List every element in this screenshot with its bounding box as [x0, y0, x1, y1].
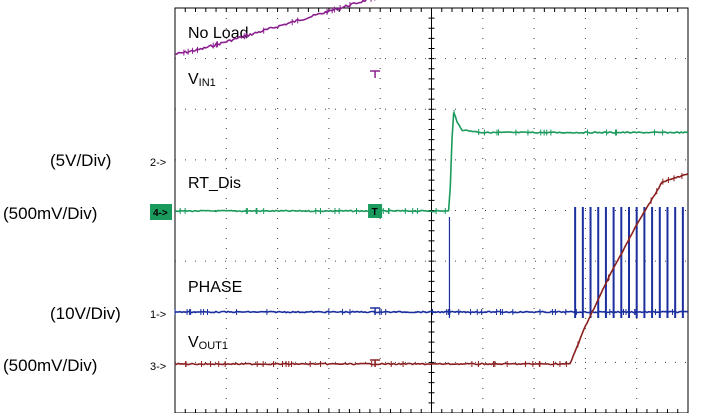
channel-markers: 2-> 4-> 1-> 3-> [150, 157, 172, 373]
trace-label-vin1: VIN1 [188, 71, 216, 89]
channel-marker-1-label: 1-> [150, 309, 166, 321]
traces: T [174, 0, 689, 367]
trace-label-vin1-main: V [188, 71, 199, 88]
scale-label-ch1: (10V/Div) [50, 304, 121, 323]
channel-marker-4-box [150, 204, 172, 220]
channel-marker-2-label: 2-> [150, 157, 166, 169]
trace-2 [174, 112, 689, 213]
trace-label-vout1-sub: OUT1 [199, 340, 228, 352]
trace-3 [174, 310, 689, 314]
scale-label-ch3: (500mV/Div) [3, 356, 97, 375]
trace-1 [174, 0, 367, 56]
trace-4 [174, 173, 689, 366]
scale-label-ch4: (500mV/Div) [3, 204, 97, 223]
channel-marker-3-label: 3-> [150, 361, 166, 373]
condition-label: No Load [188, 25, 249, 42]
trace-label-phase: PHASE [188, 279, 242, 296]
trace-label-vout1-main: V [188, 334, 199, 351]
trace-label-vout1: VOUT1 [188, 334, 228, 352]
trace-label-vin1-sub: IN1 [199, 77, 216, 89]
trace-label-rt-dis: RT_Dis [188, 175, 241, 192]
trigger-box-label: T [372, 207, 378, 218]
channel-marker-4-label: 4-> [153, 208, 168, 219]
trigger-box [368, 204, 383, 218]
grid [174, 7, 689, 413]
scale-label-ch2: (5V/Div) [50, 151, 111, 170]
